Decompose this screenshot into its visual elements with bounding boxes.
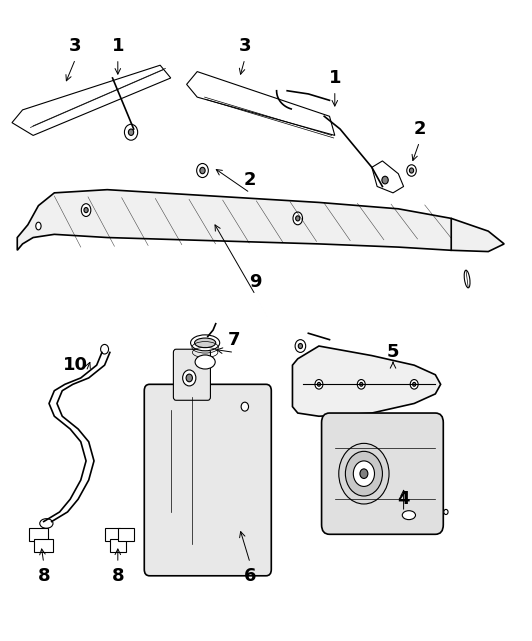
Ellipse shape — [464, 271, 470, 288]
Ellipse shape — [382, 176, 388, 184]
Ellipse shape — [360, 469, 368, 478]
Ellipse shape — [84, 208, 88, 213]
Text: 9: 9 — [249, 273, 262, 291]
Ellipse shape — [444, 510, 448, 515]
Text: 1: 1 — [329, 69, 341, 87]
Ellipse shape — [293, 212, 303, 225]
Ellipse shape — [410, 379, 418, 389]
Polygon shape — [372, 161, 404, 193]
Polygon shape — [34, 539, 53, 551]
Ellipse shape — [241, 402, 248, 411]
Text: 7: 7 — [228, 331, 240, 349]
Text: 3: 3 — [238, 37, 251, 55]
Ellipse shape — [339, 444, 389, 504]
Ellipse shape — [345, 451, 383, 496]
Ellipse shape — [410, 168, 414, 173]
Ellipse shape — [40, 519, 53, 528]
Polygon shape — [293, 346, 440, 416]
Ellipse shape — [128, 129, 134, 135]
Ellipse shape — [296, 216, 300, 221]
Ellipse shape — [315, 379, 323, 389]
Ellipse shape — [360, 383, 363, 387]
FancyBboxPatch shape — [321, 413, 443, 535]
Polygon shape — [118, 528, 134, 541]
Ellipse shape — [353, 461, 375, 487]
FancyBboxPatch shape — [173, 349, 211, 400]
Ellipse shape — [407, 165, 417, 176]
Ellipse shape — [81, 204, 91, 217]
Polygon shape — [29, 528, 48, 541]
Text: 10: 10 — [63, 356, 88, 374]
Text: 1: 1 — [112, 37, 124, 55]
Text: 3: 3 — [69, 37, 82, 55]
Ellipse shape — [182, 370, 196, 386]
Text: 8: 8 — [112, 567, 124, 585]
Polygon shape — [12, 65, 171, 135]
Text: 5: 5 — [387, 344, 399, 362]
Text: 4: 4 — [397, 490, 410, 508]
Ellipse shape — [200, 167, 205, 174]
Text: 8: 8 — [37, 567, 50, 585]
Ellipse shape — [298, 344, 303, 349]
Polygon shape — [110, 539, 126, 551]
Ellipse shape — [195, 338, 215, 347]
FancyBboxPatch shape — [144, 385, 271, 576]
Ellipse shape — [124, 124, 138, 140]
Ellipse shape — [402, 511, 415, 520]
Ellipse shape — [101, 344, 109, 354]
Polygon shape — [105, 528, 120, 541]
Text: 2: 2 — [413, 120, 426, 138]
Ellipse shape — [186, 374, 193, 382]
Ellipse shape — [36, 222, 41, 230]
Ellipse shape — [197, 163, 209, 178]
Ellipse shape — [413, 383, 416, 387]
Polygon shape — [17, 190, 467, 250]
Text: 6: 6 — [244, 567, 256, 585]
Polygon shape — [187, 72, 335, 135]
Ellipse shape — [195, 355, 215, 369]
Text: 2: 2 — [244, 171, 256, 189]
Ellipse shape — [190, 335, 220, 351]
Ellipse shape — [295, 340, 306, 353]
Ellipse shape — [317, 383, 320, 387]
Polygon shape — [451, 219, 504, 251]
Ellipse shape — [358, 379, 365, 389]
